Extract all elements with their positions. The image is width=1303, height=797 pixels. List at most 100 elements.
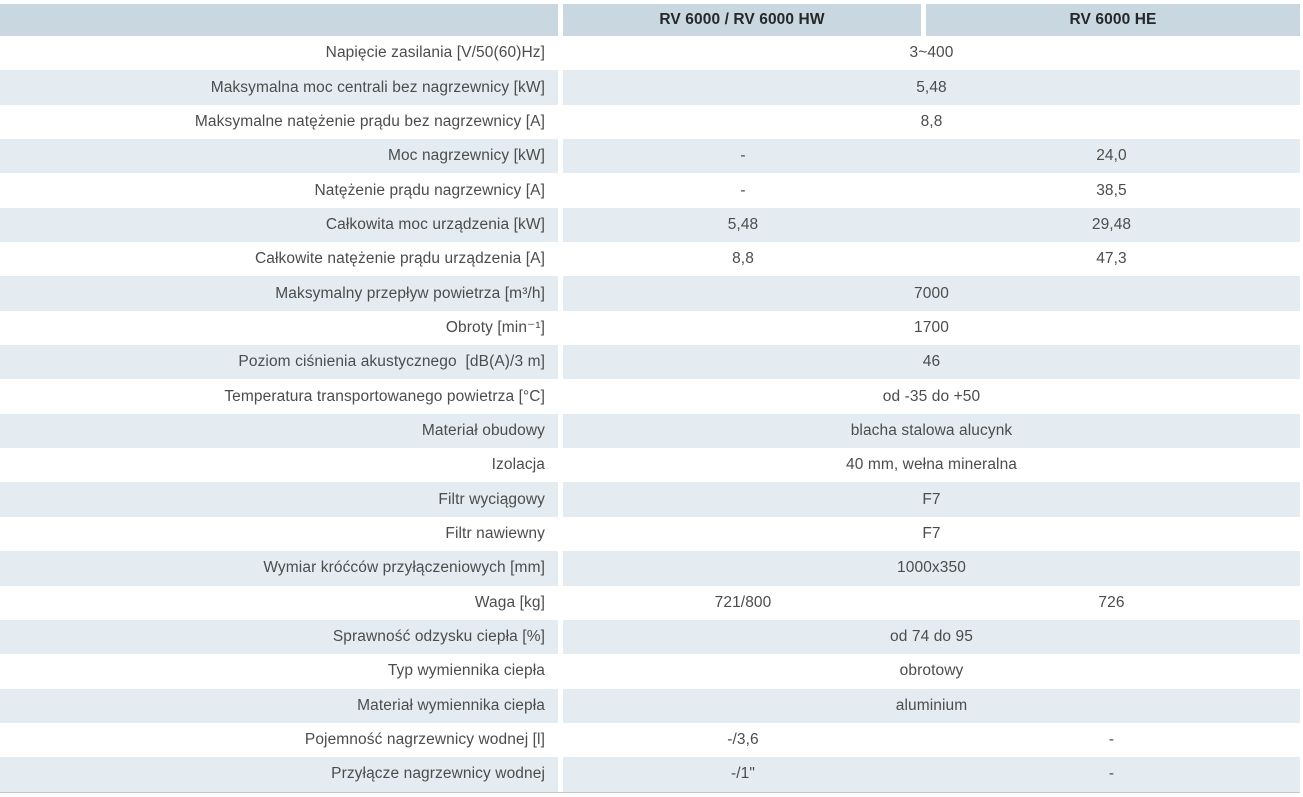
column-divider	[558, 36, 563, 71]
table-header-row: RV 6000 / RV 6000 HW RV 6000 HE	[0, 4, 1300, 36]
column-divider	[558, 310, 563, 346]
column-divider	[558, 207, 563, 243]
column-divider	[558, 345, 563, 380]
value-span-cell: blacha stalowa alucynk	[563, 413, 1300, 449]
table-row: Natężenie prądu nagrzewnicy [A] -38,5	[0, 173, 1300, 208]
value-cell-rv6000he: 726	[923, 585, 1300, 620]
table-row: Obroty [min⁻¹] 1700	[0, 310, 1300, 346]
column-divider	[558, 619, 563, 655]
table-row: Sprawność odzysku ciepła [%] od 74 do 95	[0, 619, 1300, 655]
column-divider	[558, 276, 563, 311]
row-label: Izolacja	[0, 448, 558, 483]
column-divider	[558, 242, 563, 277]
table-row: Typ wymiennika ciepła obrotowy	[0, 654, 1300, 689]
table-row: Maksymalna moc centrali bez nagrzewnicy …	[0, 70, 1300, 105]
column-divider	[558, 173, 563, 208]
spec-table: RV 6000 / RV 6000 HW RV 6000 HE Napięcie…	[0, 4, 1300, 793]
column-divider	[558, 104, 563, 140]
column-divider	[558, 4, 563, 36]
row-label: Maksymalny przepływ powietrza [m³/h]	[0, 276, 558, 311]
table-row: Przyłącze nagrzewnicy wodnej -/1" -	[0, 757, 1300, 793]
value-cell-rv6000: -	[563, 139, 923, 174]
value-cell-rv6000: -/3,6	[563, 722, 923, 758]
row-label: Sprawność odzysku ciepła [%]	[0, 619, 558, 655]
value-span-cell: 8,8	[563, 104, 1300, 140]
value-cell-rv6000he: 29,48	[923, 207, 1300, 243]
column-divider	[558, 70, 563, 105]
table-row: Filtr nawiewny F7	[0, 516, 1300, 552]
column-divider	[558, 413, 563, 449]
table-row: Waga [kg] 721/800 726	[0, 585, 1300, 620]
value-span-cell: od 74 do 95	[563, 619, 1300, 655]
value-span-cell: 3~400	[563, 36, 1300, 71]
table-row: Pojemność nagrzewnicy wodnej [l] -/3,6-	[0, 722, 1300, 758]
value-span-cell: 1000x350	[563, 551, 1300, 586]
value-span-cell: 5,48	[563, 70, 1300, 105]
table-row: Napięcie zasilania [V/50(60)Hz] 3~400	[0, 36, 1300, 71]
row-label: Filtr nawiewny	[0, 516, 558, 552]
table-row: Maksymalne natężenie prądu bez nagrzewni…	[0, 104, 1300, 140]
value-cell-rv6000he: -	[923, 757, 1300, 792]
row-label: Napięcie zasilania [V/50(60)Hz]	[0, 36, 558, 71]
column-divider	[558, 448, 563, 483]
value-cell-rv6000he: -	[923, 722, 1300, 758]
table-row: Maksymalny przepływ powietrza [m³/h] 7000	[0, 276, 1300, 311]
row-label: Wymiar króćców przyłączeniowych [mm]	[0, 551, 558, 586]
column-divider	[921, 4, 926, 36]
column-divider	[558, 551, 563, 586]
value-cell-rv6000: 721/800	[563, 585, 923, 620]
row-label: Waga [kg]	[0, 585, 558, 620]
value-span-cell: aluminium	[563, 688, 1300, 723]
row-label: Maksymalna moc centrali bez nagrzewnicy …	[0, 70, 558, 105]
table-row: Filtr wyciągowy F7	[0, 482, 1300, 517]
row-label: Filtr wyciągowy	[0, 482, 558, 517]
value-span-cell: 1700	[563, 310, 1300, 346]
value-span-cell: 7000	[563, 276, 1300, 311]
row-label: Typ wymiennika ciepła	[0, 654, 558, 689]
header-corner-cell	[0, 4, 558, 36]
table-row: Temperatura transportowanego powietrza […	[0, 379, 1300, 414]
row-label: Przyłącze nagrzewnicy wodnej	[0, 757, 558, 792]
table-row: Wymiar króćców przyłączeniowych [mm] 1000…	[0, 551, 1300, 586]
table-row: Materiał wymiennika ciepła aluminium	[0, 688, 1300, 723]
value-cell-rv6000he: 24,0	[923, 139, 1300, 174]
value-cell-rv6000: 8,8	[563, 242, 923, 277]
column-divider	[558, 585, 563, 620]
row-label: Maksymalne natężenie prądu bez nagrzewni…	[0, 104, 558, 140]
column-divider	[558, 516, 563, 552]
table-row: Poziom ciśnienia akustycznego [dB(A)/3 m…	[0, 345, 1300, 380]
table-row: Moc nagrzewnicy [kW] -24,0	[0, 139, 1300, 174]
column-divider	[558, 722, 563, 758]
row-label: Poziom ciśnienia akustycznego [dB(A)/3 m…	[0, 345, 558, 380]
column-divider	[558, 139, 563, 174]
table-row: Izolacja 40 mm, wełna mineralna	[0, 448, 1300, 483]
column-divider	[558, 482, 563, 517]
value-span-cell: od -35 do +50	[563, 379, 1300, 414]
row-label: Obroty [min⁻¹]	[0, 310, 558, 346]
value-cell-rv6000: 5,48	[563, 207, 923, 243]
column-divider	[558, 654, 563, 689]
row-label: Całkowite natężenie prądu urządzenia [A]	[0, 242, 558, 277]
table-row: Całkowite natężenie prądu urządzenia [A]…	[0, 242, 1300, 277]
column-divider	[558, 757, 563, 792]
value-span-cell: F7	[563, 516, 1300, 552]
value-span-cell: 46	[563, 345, 1300, 380]
table-row: Materiał obudowy blacha stalowa alucynk	[0, 413, 1300, 449]
row-label: Całkowita moc urządzenia [kW]	[0, 207, 558, 243]
header-col-rv6000: RV 6000 / RV 6000 HW	[563, 4, 921, 36]
row-label: Natężenie prądu nagrzewnicy [A]	[0, 173, 558, 208]
value-cell-rv6000he: 38,5	[923, 173, 1300, 208]
value-cell-rv6000: -	[563, 173, 923, 208]
value-cell-rv6000he: 47,3	[923, 242, 1300, 277]
value-span-cell: 40 mm, wełna mineralna	[563, 448, 1300, 483]
value-span-cell: F7	[563, 482, 1300, 517]
row-label: Pojemność nagrzewnicy wodnej [l]	[0, 722, 558, 758]
column-divider	[558, 379, 563, 414]
row-label: Temperatura transportowanego powietrza […	[0, 379, 558, 414]
table-row: Całkowita moc urządzenia [kW] 5,48 29,48	[0, 207, 1300, 243]
row-label: Moc nagrzewnicy [kW]	[0, 139, 558, 174]
row-label: Materiał wymiennika ciepła	[0, 688, 558, 723]
header-col-rv6000he: RV 6000 HE	[926, 4, 1300, 36]
value-cell-rv6000: -/1"	[563, 757, 923, 792]
table-body: Napięcie zasilania [V/50(60)Hz] 3~400 Maks…	[0, 36, 1300, 793]
